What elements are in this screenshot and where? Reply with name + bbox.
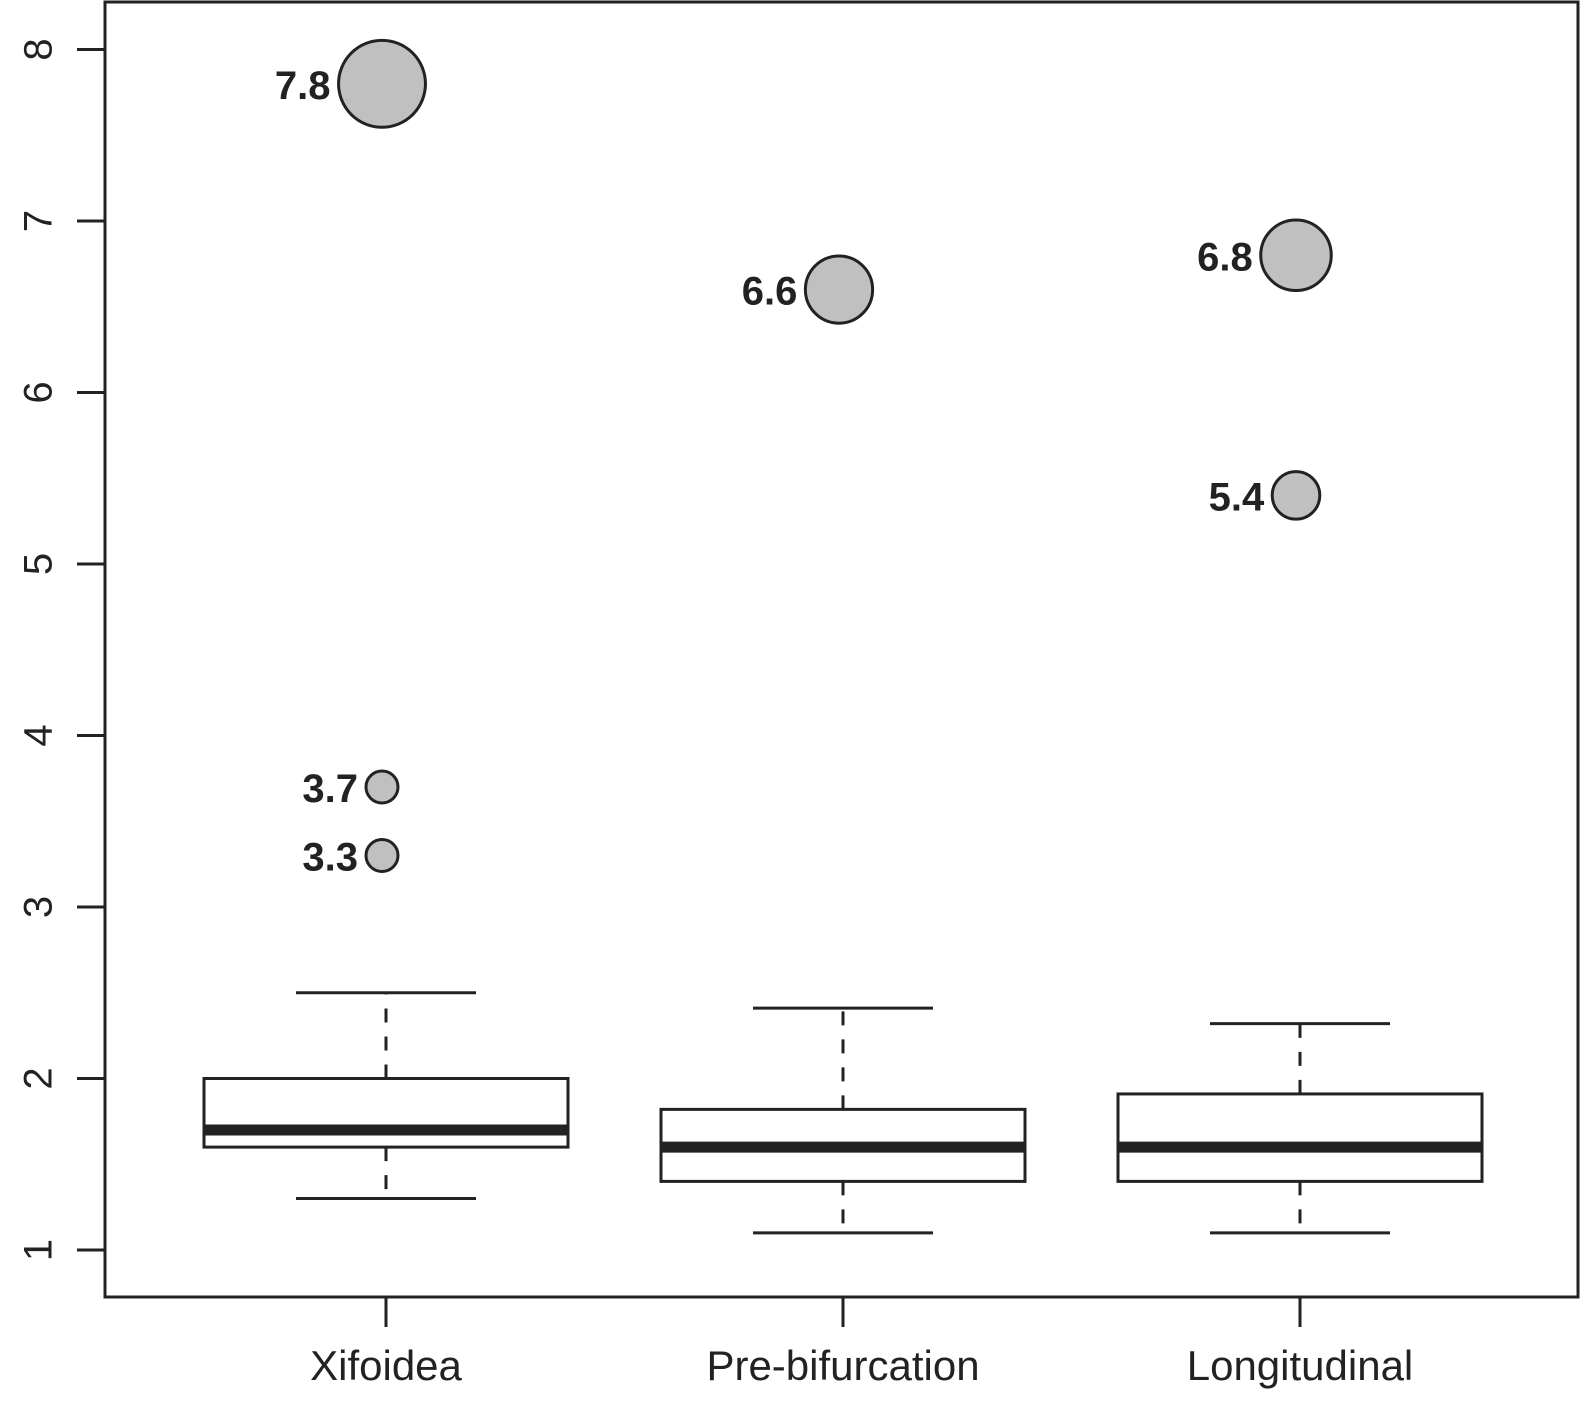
outlier-label: 7.8 xyxy=(275,64,331,108)
outliers-layer: 3.3 3.7 7.8 6.6 5.4 6.8 xyxy=(275,38,1333,880)
box-xifoidea xyxy=(202,991,570,1201)
box-longitudinal xyxy=(1116,1022,1484,1235)
boxes-layer xyxy=(202,991,1484,1235)
outlier-label: 6.8 xyxy=(1197,235,1253,279)
y-tick-label: 2 xyxy=(17,1067,61,1089)
outlier-label: 3.3 xyxy=(302,836,358,880)
y-tick-label: 4 xyxy=(17,724,61,746)
y-tick-label: 6 xyxy=(17,381,61,403)
outlier-point xyxy=(1270,470,1322,521)
y-tick-label: 3 xyxy=(17,896,61,918)
box-pre-bifurcation xyxy=(659,1006,1027,1235)
x-category-label: Xifoidea xyxy=(310,1342,462,1389)
y-tick-label: 1 xyxy=(17,1239,61,1261)
iqr-box xyxy=(202,1077,570,1149)
y-tick-label: 5 xyxy=(17,553,61,575)
outlier-point xyxy=(1259,218,1333,293)
outlier-label: 5.4 xyxy=(1209,475,1265,519)
x-axis: Xifoidea Pre-bifurcation Longitudinal xyxy=(310,1297,1413,1389)
outlier-point xyxy=(364,838,400,874)
outlier-point xyxy=(803,254,875,325)
x-category-label: Longitudinal xyxy=(1187,1342,1414,1389)
iqr-box xyxy=(1116,1092,1484,1183)
outlier-point xyxy=(337,38,427,129)
y-axis: 1 2 3 4 5 6 7 8 xyxy=(17,38,105,1261)
outlier-label: 3.7 xyxy=(302,767,358,811)
y-tick-label: 7 xyxy=(17,210,61,232)
outlier-point xyxy=(364,769,400,805)
outlier-label: 6.6 xyxy=(742,270,798,314)
y-tick-label: 8 xyxy=(17,38,61,60)
x-category-label: Pre-bifurcation xyxy=(706,1342,979,1389)
